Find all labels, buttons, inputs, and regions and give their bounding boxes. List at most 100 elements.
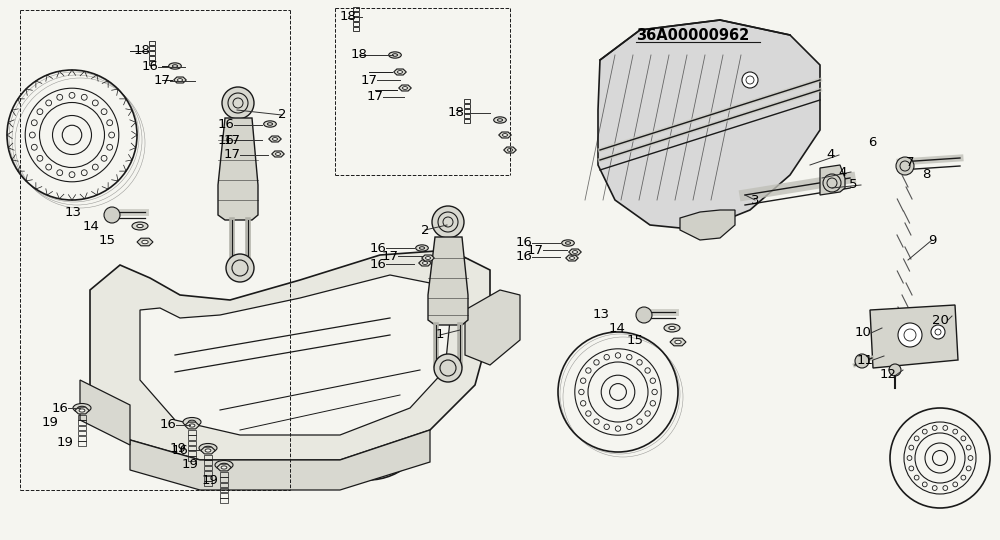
Ellipse shape bbox=[675, 340, 681, 344]
Ellipse shape bbox=[79, 409, 85, 412]
Bar bbox=[464, 99, 470, 103]
Bar bbox=[204, 460, 212, 465]
Ellipse shape bbox=[177, 79, 183, 82]
Text: 16: 16 bbox=[370, 258, 386, 271]
Circle shape bbox=[889, 364, 901, 376]
Bar bbox=[188, 446, 196, 450]
Text: 12: 12 bbox=[880, 368, 896, 381]
Polygon shape bbox=[820, 165, 845, 195]
Polygon shape bbox=[499, 132, 511, 138]
Bar bbox=[204, 471, 212, 475]
Text: 6: 6 bbox=[868, 136, 876, 148]
Ellipse shape bbox=[199, 443, 217, 453]
Polygon shape bbox=[130, 430, 430, 490]
Text: 36A00000962: 36A00000962 bbox=[636, 28, 749, 43]
Text: 13: 13 bbox=[64, 206, 82, 219]
Text: 11: 11 bbox=[856, 354, 874, 367]
Bar bbox=[188, 430, 196, 435]
Circle shape bbox=[898, 323, 922, 347]
Ellipse shape bbox=[389, 52, 401, 58]
Bar bbox=[204, 481, 212, 486]
Text: 15: 15 bbox=[98, 233, 116, 246]
Circle shape bbox=[432, 206, 464, 238]
Bar bbox=[188, 451, 196, 456]
Text: 17: 17 bbox=[382, 249, 398, 262]
Polygon shape bbox=[174, 77, 186, 83]
Bar bbox=[220, 493, 228, 497]
Text: 19: 19 bbox=[182, 458, 198, 471]
Text: 2: 2 bbox=[421, 224, 429, 237]
Bar bbox=[464, 114, 470, 118]
Polygon shape bbox=[185, 422, 199, 429]
Text: 16: 16 bbox=[516, 237, 532, 249]
Text: 19: 19 bbox=[202, 474, 218, 487]
Ellipse shape bbox=[204, 446, 212, 450]
Ellipse shape bbox=[502, 133, 508, 137]
Circle shape bbox=[222, 87, 254, 119]
Bar bbox=[149, 51, 155, 55]
Text: 5: 5 bbox=[849, 179, 857, 192]
Circle shape bbox=[742, 72, 758, 88]
Text: 14: 14 bbox=[609, 321, 625, 334]
Text: 15: 15 bbox=[626, 334, 644, 348]
Ellipse shape bbox=[572, 251, 578, 253]
Polygon shape bbox=[598, 20, 820, 230]
Text: 18: 18 bbox=[448, 106, 464, 119]
Bar bbox=[78, 420, 86, 425]
Ellipse shape bbox=[664, 324, 680, 332]
Polygon shape bbox=[394, 69, 406, 75]
Ellipse shape bbox=[272, 138, 278, 140]
Bar bbox=[149, 46, 155, 50]
Ellipse shape bbox=[416, 245, 428, 251]
Polygon shape bbox=[218, 118, 258, 220]
Bar bbox=[353, 26, 359, 31]
Ellipse shape bbox=[189, 424, 195, 427]
Text: 20: 20 bbox=[932, 314, 948, 327]
Polygon shape bbox=[419, 260, 431, 266]
Polygon shape bbox=[422, 255, 434, 261]
Text: 18: 18 bbox=[134, 44, 150, 57]
Ellipse shape bbox=[565, 242, 571, 244]
Ellipse shape bbox=[221, 466, 227, 469]
Bar bbox=[353, 7, 359, 11]
Polygon shape bbox=[870, 305, 958, 368]
Text: 16: 16 bbox=[52, 402, 68, 415]
Polygon shape bbox=[75, 407, 89, 414]
Ellipse shape bbox=[425, 256, 431, 259]
Circle shape bbox=[855, 354, 869, 368]
Ellipse shape bbox=[267, 123, 273, 125]
Text: 18: 18 bbox=[340, 10, 356, 24]
Text: 4: 4 bbox=[839, 165, 847, 179]
Bar bbox=[188, 441, 196, 445]
Polygon shape bbox=[566, 255, 578, 261]
Ellipse shape bbox=[73, 403, 91, 413]
Bar bbox=[220, 488, 228, 492]
Polygon shape bbox=[137, 238, 153, 246]
Text: 19: 19 bbox=[170, 442, 186, 455]
Ellipse shape bbox=[422, 261, 428, 265]
Ellipse shape bbox=[169, 63, 181, 69]
Bar bbox=[149, 60, 155, 65]
Text: 17: 17 bbox=[224, 148, 240, 161]
Ellipse shape bbox=[215, 461, 233, 469]
Ellipse shape bbox=[264, 121, 276, 127]
Text: 16: 16 bbox=[160, 418, 176, 431]
Bar bbox=[220, 472, 228, 476]
Polygon shape bbox=[269, 136, 281, 142]
Circle shape bbox=[823, 174, 841, 192]
Ellipse shape bbox=[507, 148, 513, 151]
Text: 16: 16 bbox=[516, 251, 532, 264]
Polygon shape bbox=[140, 275, 450, 435]
Bar bbox=[464, 109, 470, 113]
Ellipse shape bbox=[569, 256, 575, 259]
Ellipse shape bbox=[183, 417, 201, 427]
Bar bbox=[149, 56, 155, 60]
Polygon shape bbox=[569, 249, 581, 255]
Bar bbox=[220, 477, 228, 482]
Bar bbox=[464, 119, 470, 123]
Ellipse shape bbox=[188, 420, 196, 424]
Polygon shape bbox=[80, 380, 130, 445]
Bar bbox=[204, 476, 212, 481]
Ellipse shape bbox=[669, 326, 675, 329]
Bar bbox=[220, 483, 228, 487]
